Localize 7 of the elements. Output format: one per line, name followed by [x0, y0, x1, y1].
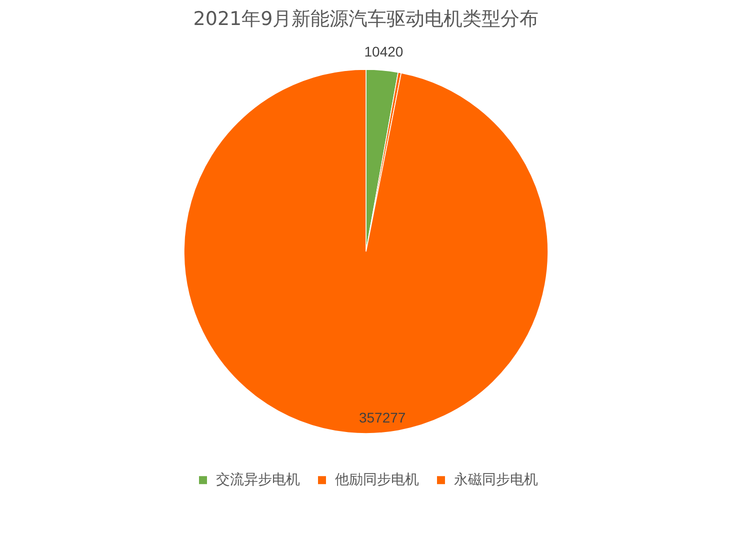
legend-label: 永磁同步电机: [454, 471, 538, 488]
legend-label: 交流异步电机: [216, 471, 300, 488]
data-label: 357277: [358, 410, 406, 426]
data-label: 10420: [364, 43, 404, 60]
pie-slice: [184, 69, 548, 434]
legend-label: 他励同步电机: [335, 471, 419, 488]
chart-title: 2021年9月新能源汽车驱动电机类型分布: [193, 8, 539, 30]
